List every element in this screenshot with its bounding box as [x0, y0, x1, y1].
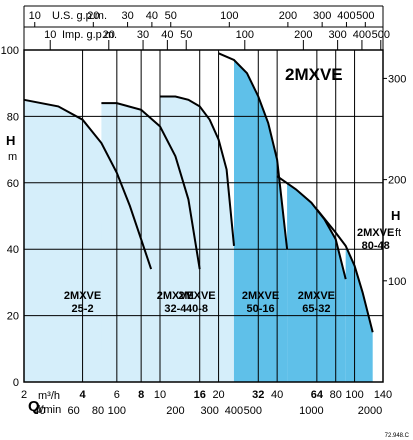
- series-label-1-line-0: 2MXVE: [157, 290, 194, 302]
- y-axis-left-unit: m: [8, 151, 17, 163]
- top-tick-us-label-10: 10: [29, 10, 41, 22]
- series-curve-3: [218, 52, 289, 250]
- series-curve-0: [23, 98, 153, 270]
- series-label-1-line-1: 32-4: [164, 303, 187, 315]
- chart-title: 2MXVE: [285, 65, 343, 84]
- series-area-3: [233, 60, 288, 382]
- y-axis-right-title: H: [391, 208, 400, 223]
- y-tick-left-60: 60: [7, 178, 19, 190]
- y-tick-left-80: 80: [7, 111, 19, 123]
- series-label-2-line-0: 2MXVE: [178, 290, 215, 302]
- x-tick-m3h-140: 140: [374, 389, 392, 401]
- top-tick-imp-label-10: 10: [44, 29, 56, 41]
- top-tick-us-label-100: 100: [220, 10, 238, 22]
- series-label-5-line-1: 80-48: [362, 240, 390, 252]
- x-tick-m3h-40: 40: [271, 389, 283, 401]
- top-axis-imp-label: Imp. g.p.m.: [62, 29, 117, 41]
- top-tick-us-label-40: 40: [146, 10, 158, 22]
- series-curve-2: [160, 95, 235, 246]
- top-tick-imp-label-50: 50: [180, 29, 192, 41]
- top-tick-imp-label-200: 200: [294, 29, 312, 41]
- series-label-2-line-1: 40-8: [186, 303, 208, 315]
- x-tick-lmin-100: 100: [108, 405, 126, 417]
- x-tick-m3h-64: 64: [311, 389, 324, 401]
- series-labels: 2MXVE25-22MXVE32-42MXVE40-82MXVE50-162MX…: [64, 227, 394, 315]
- plot-frame: [23, 49, 384, 383]
- x-tick-lmin-1000: 1000: [299, 405, 323, 417]
- series-label-0-line-1: 25-2: [72, 303, 94, 315]
- x-tick-m3h-6: 6: [114, 389, 120, 401]
- top-tick-imp-label-300: 300: [328, 29, 346, 41]
- series-label-4-line-1: 65-32: [302, 303, 330, 315]
- top-tick-imp-label-100: 100: [236, 29, 254, 41]
- series-label-3-line-0: 2MXVE: [242, 290, 279, 302]
- top-tick-us-label-50: 50: [165, 10, 177, 22]
- series-curve-1: [101, 102, 201, 270]
- top-tick-us-label-20: 20: [87, 10, 99, 22]
- top-tick-us-label-30: 30: [121, 10, 133, 22]
- y-axis-right-unit: ft: [395, 227, 401, 239]
- top-tick-imp-label-30: 30: [137, 29, 149, 41]
- x-tick-lmin-400: 400: [225, 405, 243, 417]
- y-tick-right-200: 200: [388, 175, 406, 187]
- x-tick-lmin-40: 40: [33, 405, 45, 417]
- figure-code: 72.948.C: [385, 433, 410, 439]
- top-tick-us-label-300: 300: [313, 10, 331, 22]
- x-tick-m3h-16: 16: [194, 389, 206, 401]
- x-tick-lmin-80: 80: [92, 405, 104, 417]
- grid-lines: [23, 5, 387, 383]
- x-axis-unit-secondary: l/min: [38, 404, 61, 416]
- x-tick-m3h-20: 20: [212, 389, 224, 401]
- top-tick-imp-label-500: 500: [372, 29, 390, 41]
- top-tick-us-label-200: 200: [279, 10, 297, 22]
- x-tick-lmin-200: 200: [166, 405, 184, 417]
- series-area-2: [159, 96, 234, 382]
- x-tick-m3h-32: 32: [252, 389, 264, 401]
- x-tick-lmin-60: 60: [68, 405, 80, 417]
- top-tick-us-label-400: 400: [337, 10, 355, 22]
- x-tick-lmin-2000: 2000: [358, 405, 382, 417]
- x-tick-lmin-500: 500: [244, 405, 262, 417]
- x-tick-m3h-10: 10: [154, 389, 166, 401]
- series-label-5-line-0: 2MXVE: [357, 227, 394, 239]
- x-axis-unit-primary: m³/h: [38, 390, 60, 402]
- y-tick-left-0: 0: [13, 377, 19, 389]
- y-axis-left-title: H: [6, 133, 15, 148]
- y-tick-left-40: 40: [7, 244, 19, 256]
- y-tick-left-100: 100: [1, 45, 19, 57]
- series-areas: [24, 60, 373, 383]
- top-tick-us-label-500: 500: [356, 10, 374, 22]
- series-area-5: [345, 245, 373, 382]
- top-tick-imp-label-20: 20: [103, 29, 115, 41]
- series-curve-5: [316, 208, 374, 333]
- y-tick-left-20: 20: [7, 311, 19, 323]
- x-axis-q-label: Q: [28, 398, 40, 415]
- y-tick-right-300: 300: [388, 73, 406, 85]
- series-label-3-line-1: 50-16: [246, 303, 274, 315]
- x-tick-m3h-4: 4: [80, 389, 87, 401]
- x-tick-m3h-80: 80: [330, 389, 342, 401]
- x-tick-m3h-100: 100: [345, 389, 363, 401]
- top-tick-imp-label-400: 400: [353, 29, 371, 41]
- x-tick-m3h-8: 8: [138, 389, 144, 401]
- y-tick-right-100: 100: [388, 276, 406, 288]
- series-curves: [23, 52, 374, 333]
- top-axis-us-label: U.S. g.p.m.: [52, 10, 107, 22]
- top-tick-imp-label-40: 40: [161, 29, 173, 41]
- series-label-0-line-0: 2MXVE: [64, 290, 101, 302]
- series-label-4-line-0: 2MXVE: [298, 290, 335, 302]
- x-tick-lmin-300: 300: [200, 405, 218, 417]
- x-tick-m3h-2: 2: [21, 389, 27, 401]
